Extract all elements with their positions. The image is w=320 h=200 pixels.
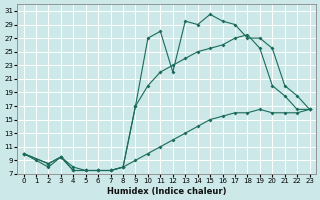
X-axis label: Humidex (Indice chaleur): Humidex (Indice chaleur)	[107, 187, 226, 196]
